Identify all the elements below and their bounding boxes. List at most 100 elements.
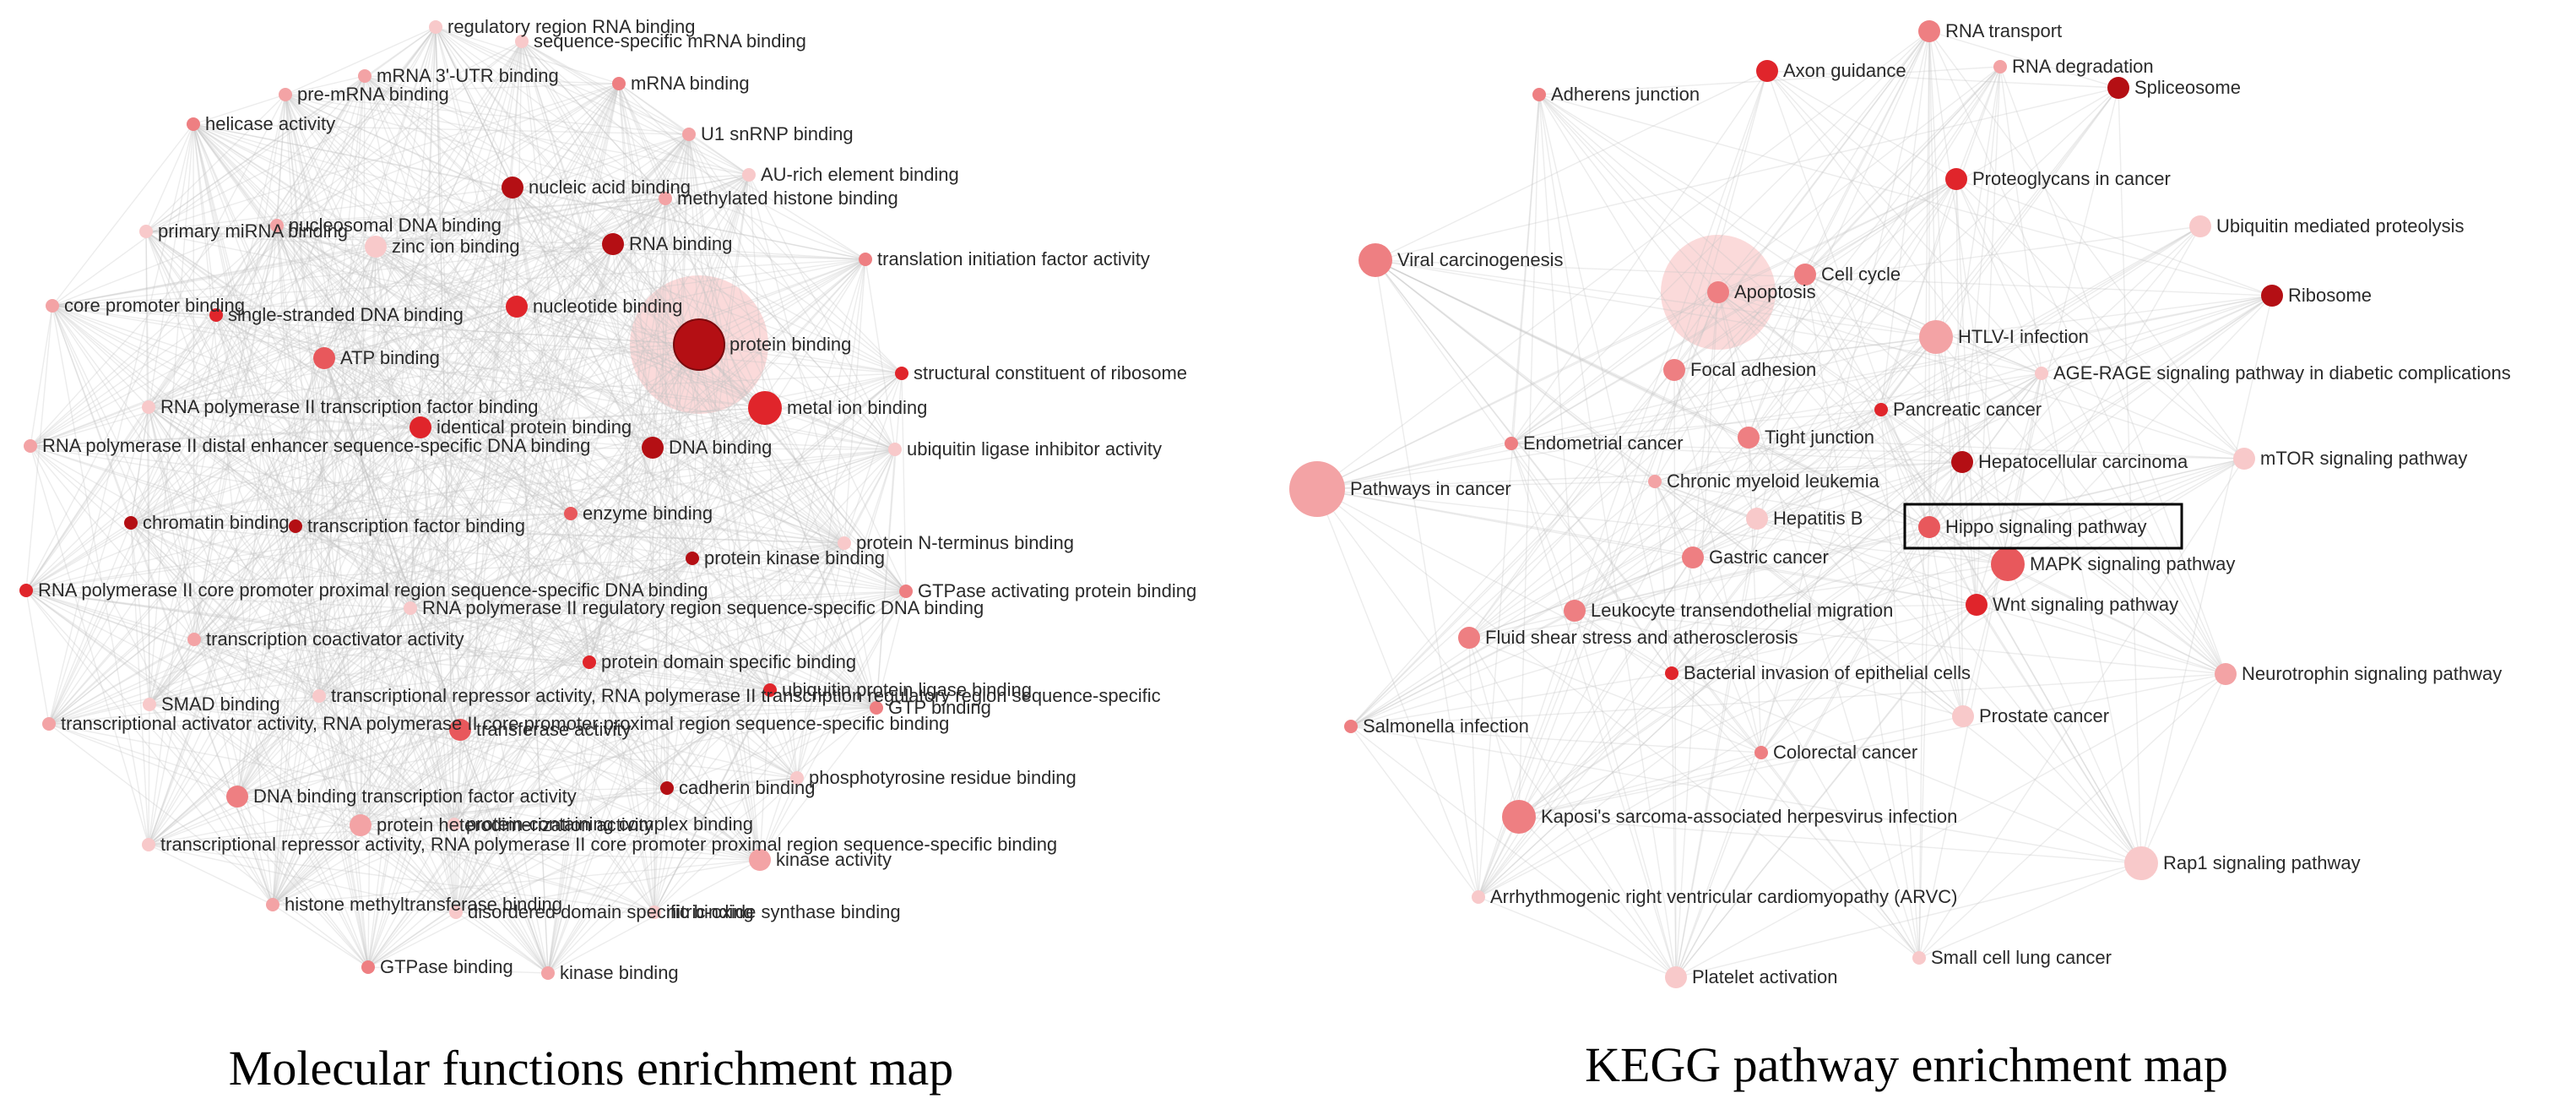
network-edge [48, 723, 369, 968]
network-edge [360, 513, 572, 826]
network-edge [323, 246, 377, 359]
network-edge [148, 26, 437, 846]
network-edge [130, 123, 194, 524]
network-edge [688, 133, 877, 709]
network-edge [318, 695, 369, 968]
network-edge [48, 75, 366, 725]
network-edge [25, 449, 896, 591]
node-transcriptional-repressor-activity-rna-polymerase-ii-core-promoter-proximal-region-sequence-specific-binding [142, 838, 155, 851]
network-edge [409, 607, 771, 691]
network-edge [618, 83, 750, 176]
network-edge [148, 844, 274, 905]
network-edge [215, 314, 700, 345]
node-label-transcriptional-repressor-activity-rna-polymerase-ii-transcription-regulatory-region-sequence-specific: transcriptional repressor activity, RNA … [331, 685, 1161, 706]
network-edge [52, 305, 369, 968]
network-edge [1316, 488, 1694, 558]
network-edge [459, 407, 766, 731]
network-edge [1538, 94, 1806, 275]
network-edge [688, 133, 771, 691]
network-edge [272, 373, 903, 905]
node-proteoglycans-in-cancer [1945, 168, 1967, 190]
node-label-rna-polymerase-ii-core-promoter-proximal-region-sequence-specific-dna-binding: RNA polymerase II core promoter proximal… [38, 579, 708, 601]
network-edge [236, 787, 668, 797]
network-edge [276, 94, 286, 226]
network-edge [52, 305, 693, 559]
network-edge [1538, 94, 1673, 674]
network-edge [215, 243, 614, 316]
network-edge [1375, 70, 1768, 261]
network-edge [1350, 726, 1762, 753]
node-label-chromatin-binding: chromatin binding [143, 512, 290, 533]
network-edge [25, 590, 50, 725]
network-edge [1478, 295, 2273, 898]
network-edge [1574, 518, 1758, 612]
network-edge [1574, 610, 2226, 675]
network-edge [612, 243, 771, 691]
node-label-htlv-i-infection: HTLV-I infection [1958, 326, 2089, 347]
network-edge [295, 525, 877, 709]
node-mtor-signaling-pathway [2233, 448, 2255, 470]
network-edge [375, 133, 690, 247]
network-edge [698, 258, 866, 345]
network-edge [1717, 291, 1882, 411]
network-edge [1375, 259, 2273, 296]
network-edge [1654, 70, 1768, 482]
node-spliceosome [2107, 77, 2129, 99]
network-edge [1468, 437, 1749, 639]
network-edge [52, 305, 518, 307]
network-edge [148, 406, 421, 428]
network-edge [295, 525, 845, 544]
network-edge [1518, 816, 2142, 864]
network-edge [453, 41, 523, 825]
network-edge [453, 133, 690, 825]
network-edge [1804, 274, 2226, 675]
network-edge [1510, 443, 2245, 460]
network-edge [148, 406, 457, 913]
network-edge [521, 41, 655, 913]
network-edge [1804, 274, 1964, 717]
network-edge [691, 542, 845, 559]
network-edge [295, 525, 361, 826]
network-edge [409, 198, 666, 609]
network-edge [759, 777, 798, 861]
node-label-cell-cycle: Cell cycle [1821, 264, 1901, 285]
network-edge [193, 123, 361, 826]
network-edge [1692, 409, 1882, 558]
network-edge [420, 26, 437, 428]
network-edge [215, 314, 421, 428]
network-edge [1961, 461, 1977, 606]
network-edge [295, 133, 690, 527]
network-edge [459, 449, 896, 731]
network-edge [876, 373, 903, 709]
network-edge [375, 174, 750, 247]
network-edge [236, 83, 620, 797]
network-edge [48, 373, 903, 725]
network-edge [318, 198, 666, 697]
network-edge [1468, 637, 1520, 818]
network-edge [130, 522, 549, 974]
network-edge [409, 449, 896, 609]
network-edge [1692, 30, 1930, 558]
network-edge [130, 513, 572, 524]
network-edge [52, 305, 421, 428]
network-edge [318, 661, 590, 697]
node-rna-binding [602, 233, 624, 255]
network-edge [149, 689, 771, 705]
network-edge [688, 133, 907, 592]
network-edge [25, 590, 274, 905]
node-label-gtpase-binding: GTPase binding [380, 956, 513, 977]
network-edge [318, 246, 377, 697]
network-edge [1375, 259, 1656, 482]
network-edge [285, 94, 411, 609]
network-edge [52, 198, 666, 307]
network-edge [435, 26, 461, 731]
network-edge [30, 445, 274, 905]
network-edge [295, 258, 866, 527]
network-edge [459, 344, 700, 731]
network-edge [193, 123, 766, 409]
network-edge [272, 557, 693, 905]
network-edge [145, 41, 523, 232]
network-edge [1717, 291, 2245, 460]
network-edge [1961, 461, 2226, 675]
network-edge [698, 174, 750, 345]
